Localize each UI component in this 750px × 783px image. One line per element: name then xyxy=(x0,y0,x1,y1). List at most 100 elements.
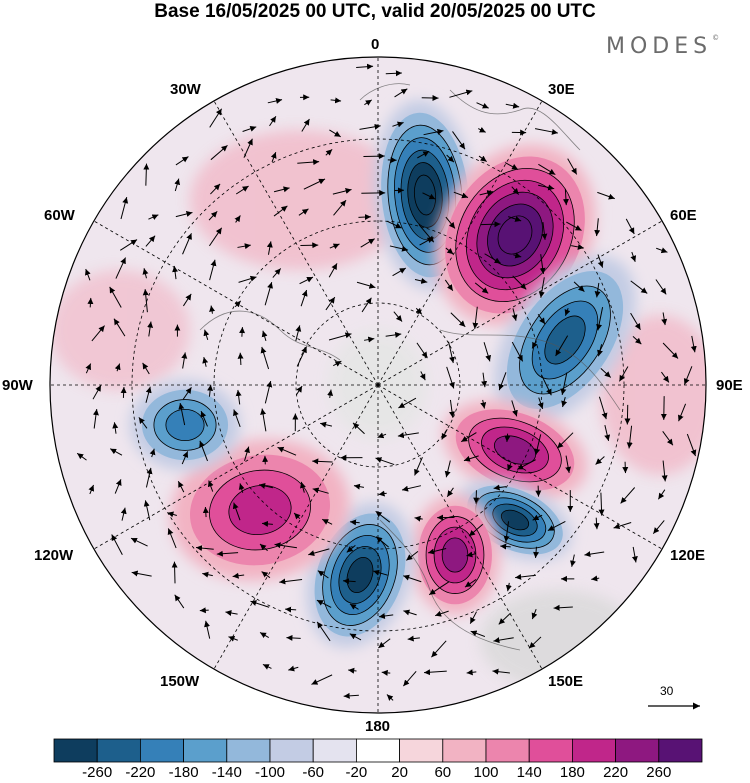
wind-vector-arrow xyxy=(570,554,576,567)
wind-vector-arrow xyxy=(630,280,648,294)
wind-vector-arrow xyxy=(414,277,428,284)
colorbar-tick-label: 260 xyxy=(646,764,672,781)
wind-vector-arrow xyxy=(88,484,95,495)
wind-vector-arrow xyxy=(448,341,455,364)
wind-vector-arrow xyxy=(235,185,249,195)
wind-vector-arrow xyxy=(474,282,489,294)
lon-label-60e: 60E xyxy=(670,207,697,224)
wind-vector-arrow xyxy=(598,396,608,420)
wind-vector-arrow xyxy=(350,519,360,526)
wind-vector-arrow xyxy=(209,259,217,281)
wind-vector-arrow xyxy=(444,279,454,292)
wind-vector-arrow xyxy=(381,669,391,676)
japan-negative xyxy=(130,380,240,470)
wind-vector-arrow xyxy=(515,573,536,580)
wind-vector-arrow xyxy=(662,342,679,359)
wind-vector-arrow xyxy=(434,610,449,617)
colorbar-swatch xyxy=(615,738,660,763)
wind-vector-arrow xyxy=(115,257,127,279)
wind-vector-arrow xyxy=(450,312,466,328)
map-border xyxy=(49,56,707,714)
wind-vector-arrow xyxy=(225,610,238,616)
wind-vector-arrow xyxy=(493,637,514,644)
wind-vector-arrow xyxy=(683,366,693,385)
anomaly-contour-line xyxy=(228,485,292,535)
wind-vector-arrow xyxy=(131,570,152,577)
wind-vector-arrow xyxy=(573,281,585,292)
wind-vector-arrow xyxy=(349,603,359,610)
wind-vector-arrow xyxy=(537,397,544,410)
coastline-north-america xyxy=(199,310,341,361)
coastline-iceland xyxy=(359,83,411,101)
wind-vector-arrow xyxy=(480,221,501,228)
wind-vector-arrow xyxy=(196,545,214,552)
anomaly-contour-fill xyxy=(414,175,436,215)
colorbar-tick-label: -180 xyxy=(168,764,199,781)
wind-vector-arrow xyxy=(593,517,600,530)
wind-vector-arrow xyxy=(385,331,402,338)
wind-vector-arrow xyxy=(466,551,476,558)
wind-vector-arrow xyxy=(260,346,270,370)
wind-vector-arrow xyxy=(143,163,150,186)
wind-vector-arrow xyxy=(250,600,270,608)
wind-vector-arrow xyxy=(325,149,333,156)
wind-vector-arrow xyxy=(329,243,340,250)
wind-vector-arrow xyxy=(655,279,667,295)
anomaly-contour-line xyxy=(338,546,382,604)
wind-vector-arrow xyxy=(174,594,185,609)
wind-vector-arrow xyxy=(145,467,153,488)
wind-vector-arrow xyxy=(209,108,223,128)
wind-vector-arrow xyxy=(564,307,571,316)
wind-vector-arrow xyxy=(202,506,209,518)
wind-vector-arrow xyxy=(657,489,666,500)
wind-vector-arrow xyxy=(541,222,548,240)
wind-vector-arrow xyxy=(319,421,333,428)
wind-vector-arrow xyxy=(300,481,306,493)
wind-vector-arrow xyxy=(316,621,331,642)
wind-vector-arrow xyxy=(452,131,466,150)
wind-vector-arrow xyxy=(531,609,538,620)
anomaly-contour-line xyxy=(493,435,537,465)
wind-vector-arrow xyxy=(595,456,605,465)
wind-vector-arrow xyxy=(312,458,333,465)
wind-vector-arrow xyxy=(171,561,178,584)
wind-vector-arrow xyxy=(387,220,402,229)
wind-vector-arrow xyxy=(414,515,423,522)
anomaly-contour-line xyxy=(346,557,374,593)
wind-vector-arrow xyxy=(401,485,422,492)
wind-vector-arrow xyxy=(264,380,273,404)
meridian-line xyxy=(93,384,379,550)
wind-vector-arrow xyxy=(393,311,403,322)
wind-vector-arrow xyxy=(233,409,241,428)
wind-vector-arrow xyxy=(498,372,507,391)
colorbar-swatch xyxy=(226,738,271,763)
wind-vector-arrow xyxy=(472,306,479,329)
wind-vector-arrow xyxy=(630,251,637,262)
wind-vector-arrow xyxy=(145,386,152,403)
anomaly-contour-line xyxy=(519,285,611,395)
wind-vector-arrow xyxy=(505,582,512,592)
wind-vector-arrow xyxy=(446,154,455,163)
wind-vector-arrow xyxy=(120,507,127,521)
wind-vector-arrow xyxy=(478,155,487,162)
wind-vector-arrow xyxy=(403,609,417,616)
wind-vector-arrow xyxy=(358,213,371,220)
wind-vector-arrow xyxy=(145,235,156,247)
wind-vector-arrow xyxy=(210,183,221,195)
wind-vector-arrow xyxy=(378,638,391,649)
colorbar-tick-label: 220 xyxy=(603,764,629,781)
wind-vector-arrow xyxy=(327,389,334,399)
wind-vector-arrow xyxy=(149,448,156,458)
wind-vector-arrow xyxy=(266,241,273,255)
wind-vector-arrow xyxy=(182,387,192,400)
colorbar-swatch xyxy=(269,738,314,763)
wind-vector-arrow xyxy=(238,275,257,283)
wind-vector-arrow xyxy=(470,630,486,638)
wind-vector-arrow xyxy=(613,522,632,530)
wind-vector-arrow xyxy=(492,668,510,675)
wind-vector-arrow xyxy=(167,511,177,518)
wind-vector-arrow xyxy=(394,88,408,98)
wind-vector-arrow xyxy=(378,613,394,619)
wind-vector-arrow xyxy=(597,344,603,357)
